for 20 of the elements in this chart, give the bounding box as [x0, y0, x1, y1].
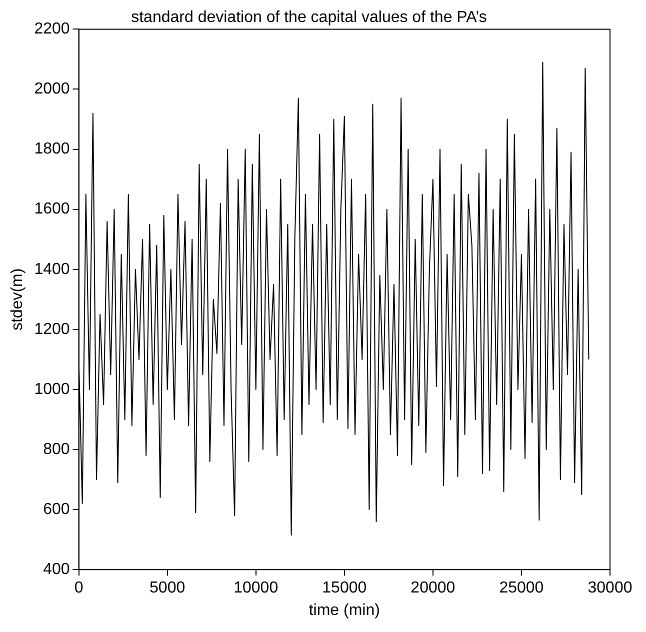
y-tick-label: 1200	[34, 320, 70, 338]
x-tick-label: 25000	[499, 580, 544, 597]
y-tick-label: 400	[43, 561, 70, 578]
x-tick-label: 15000	[322, 580, 367, 597]
x-tick-label: 10000	[234, 580, 278, 597]
x-tick-label: 30000	[588, 580, 632, 597]
y-tick-label: 1800	[34, 140, 70, 158]
y-tick-label: 1600	[34, 200, 70, 218]
x-tick-label: 0	[74, 580, 84, 597]
x-tick-label: 20000	[410, 580, 456, 597]
y-tick-label: 600	[43, 500, 70, 518]
x-axis-title: time (min)	[308, 602, 380, 619]
y-axis-title: stdev(m)	[9, 268, 26, 331]
y-tick-label: 800	[43, 440, 70, 458]
y-tick-label: 2200	[34, 20, 70, 38]
y-tick-label: 1400	[34, 260, 70, 278]
x-tick-label: 5000	[150, 580, 186, 597]
y-tick-label: 2000	[34, 80, 70, 98]
y-tick-label: 1000	[34, 380, 70, 398]
chart-title: standard deviation of the capital values of the PA’s	[131, 9, 487, 26]
